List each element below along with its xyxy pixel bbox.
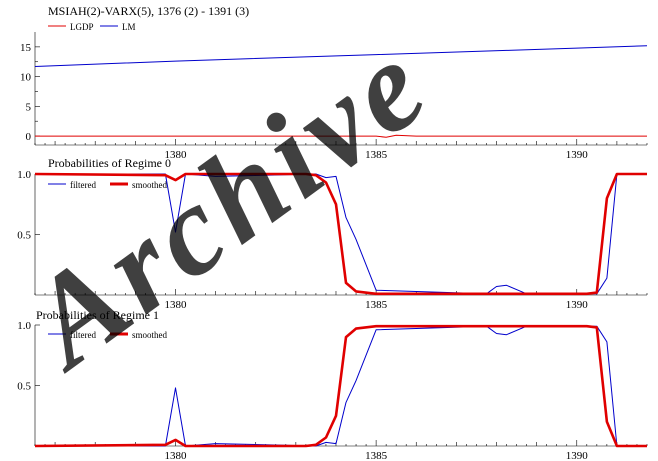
legend-label-filtered: filtered — [70, 330, 96, 340]
legend-label-lgdp: LGDP — [70, 22, 94, 32]
legend: LGDP LM — [48, 22, 136, 32]
y-tick-label: 1.0 — [17, 169, 31, 181]
x-tick-label: 1380 — [164, 299, 187, 311]
panel-title: Probabilities of Regime 0 — [48, 156, 171, 170]
y-tick-label: 0.5 — [17, 381, 31, 393]
legend-label-lm: LM — [122, 22, 136, 32]
x-tick-label: 1390 — [566, 450, 589, 461]
y-tick-label: 15 — [20, 42, 32, 54]
legend-label-filtered: filtered — [70, 180, 96, 190]
series-line-smoothed — [34, 324, 647, 448]
legend-label-smoothed: smoothed — [132, 180, 167, 190]
panel-title: Probabilities of Regime 1 — [36, 308, 159, 322]
y-tick-label: 0.5 — [17, 230, 31, 242]
x-tick-label: 1385 — [365, 149, 388, 161]
panel-regime-1: Probabilities of Regime 1 filtered smoot… — [17, 308, 648, 461]
y-tick-label: 5 — [26, 101, 32, 113]
y-tick-label: 10 — [20, 72, 32, 84]
y-tick-label: 0 — [26, 131, 32, 143]
x-tick-label: 1380 — [164, 450, 187, 461]
x-tick-label: 1390 — [566, 149, 589, 161]
legend: filtered smoothed — [48, 330, 167, 340]
legend-label-smoothed: smoothed — [132, 330, 167, 340]
x-tick-label: 1390 — [566, 299, 589, 311]
panel-regime-0: Probabilities of Regime 0 filtered smoot… — [17, 156, 648, 311]
x-tick-label: 1385 — [365, 450, 388, 461]
panel-variables: MSIAH(2)-VARX(5), 1376 (2) - 1391 (3) LG… — [20, 4, 648, 161]
panel-title: MSIAH(2)-VARX(5), 1376 (2) - 1391 (3) — [48, 4, 249, 18]
series-line-lgdp — [35, 134, 647, 138]
x-tick-label: 1385 — [365, 299, 388, 311]
series-line-smoothed — [34, 172, 647, 296]
series-line-lm — [34, 45, 648, 67]
x-tick-label: 1380 — [164, 149, 187, 161]
y-tick-label: 1.0 — [17, 320, 31, 332]
legend: filtered smoothed — [48, 180, 167, 190]
